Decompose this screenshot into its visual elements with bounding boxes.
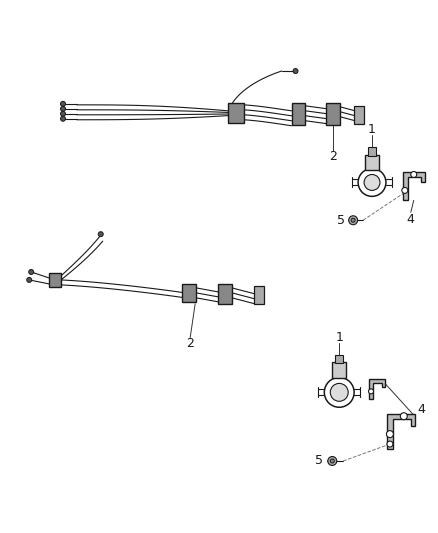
Text: 1: 1: [335, 331, 343, 344]
Bar: [49, 273, 61, 287]
Bar: [367, 147, 375, 156]
Polygon shape: [368, 379, 384, 399]
Circle shape: [327, 456, 336, 465]
Circle shape: [28, 270, 34, 274]
Circle shape: [401, 188, 407, 193]
Text: 2: 2: [186, 337, 194, 350]
Circle shape: [348, 216, 357, 225]
Text: 5: 5: [336, 214, 344, 227]
Circle shape: [399, 413, 406, 419]
Circle shape: [410, 172, 416, 177]
Bar: [253, 286, 263, 304]
Bar: [218, 284, 231, 304]
Bar: [325, 103, 339, 125]
Circle shape: [363, 174, 379, 190]
Circle shape: [350, 218, 354, 222]
Circle shape: [98, 232, 103, 237]
Text: 5: 5: [314, 455, 323, 467]
Circle shape: [329, 459, 333, 463]
Bar: [335, 354, 343, 364]
Bar: [182, 284, 196, 302]
Circle shape: [385, 431, 392, 438]
Polygon shape: [386, 414, 414, 449]
Circle shape: [386, 441, 392, 447]
Bar: [227, 103, 243, 123]
Bar: [353, 106, 363, 124]
Circle shape: [60, 101, 65, 107]
Circle shape: [324, 377, 353, 407]
Circle shape: [60, 111, 65, 116]
Circle shape: [292, 69, 297, 74]
Text: 4: 4: [417, 403, 425, 416]
Circle shape: [60, 116, 65, 122]
Circle shape: [368, 389, 373, 394]
Text: 1: 1: [367, 123, 375, 136]
Text: 2: 2: [328, 150, 336, 163]
Bar: [332, 362, 346, 378]
Polygon shape: [402, 173, 424, 200]
Text: 4: 4: [406, 213, 414, 226]
Circle shape: [329, 383, 347, 401]
Bar: [364, 155, 378, 169]
Circle shape: [27, 278, 32, 282]
Bar: [291, 103, 305, 125]
Circle shape: [357, 168, 385, 196]
Circle shape: [60, 107, 65, 111]
